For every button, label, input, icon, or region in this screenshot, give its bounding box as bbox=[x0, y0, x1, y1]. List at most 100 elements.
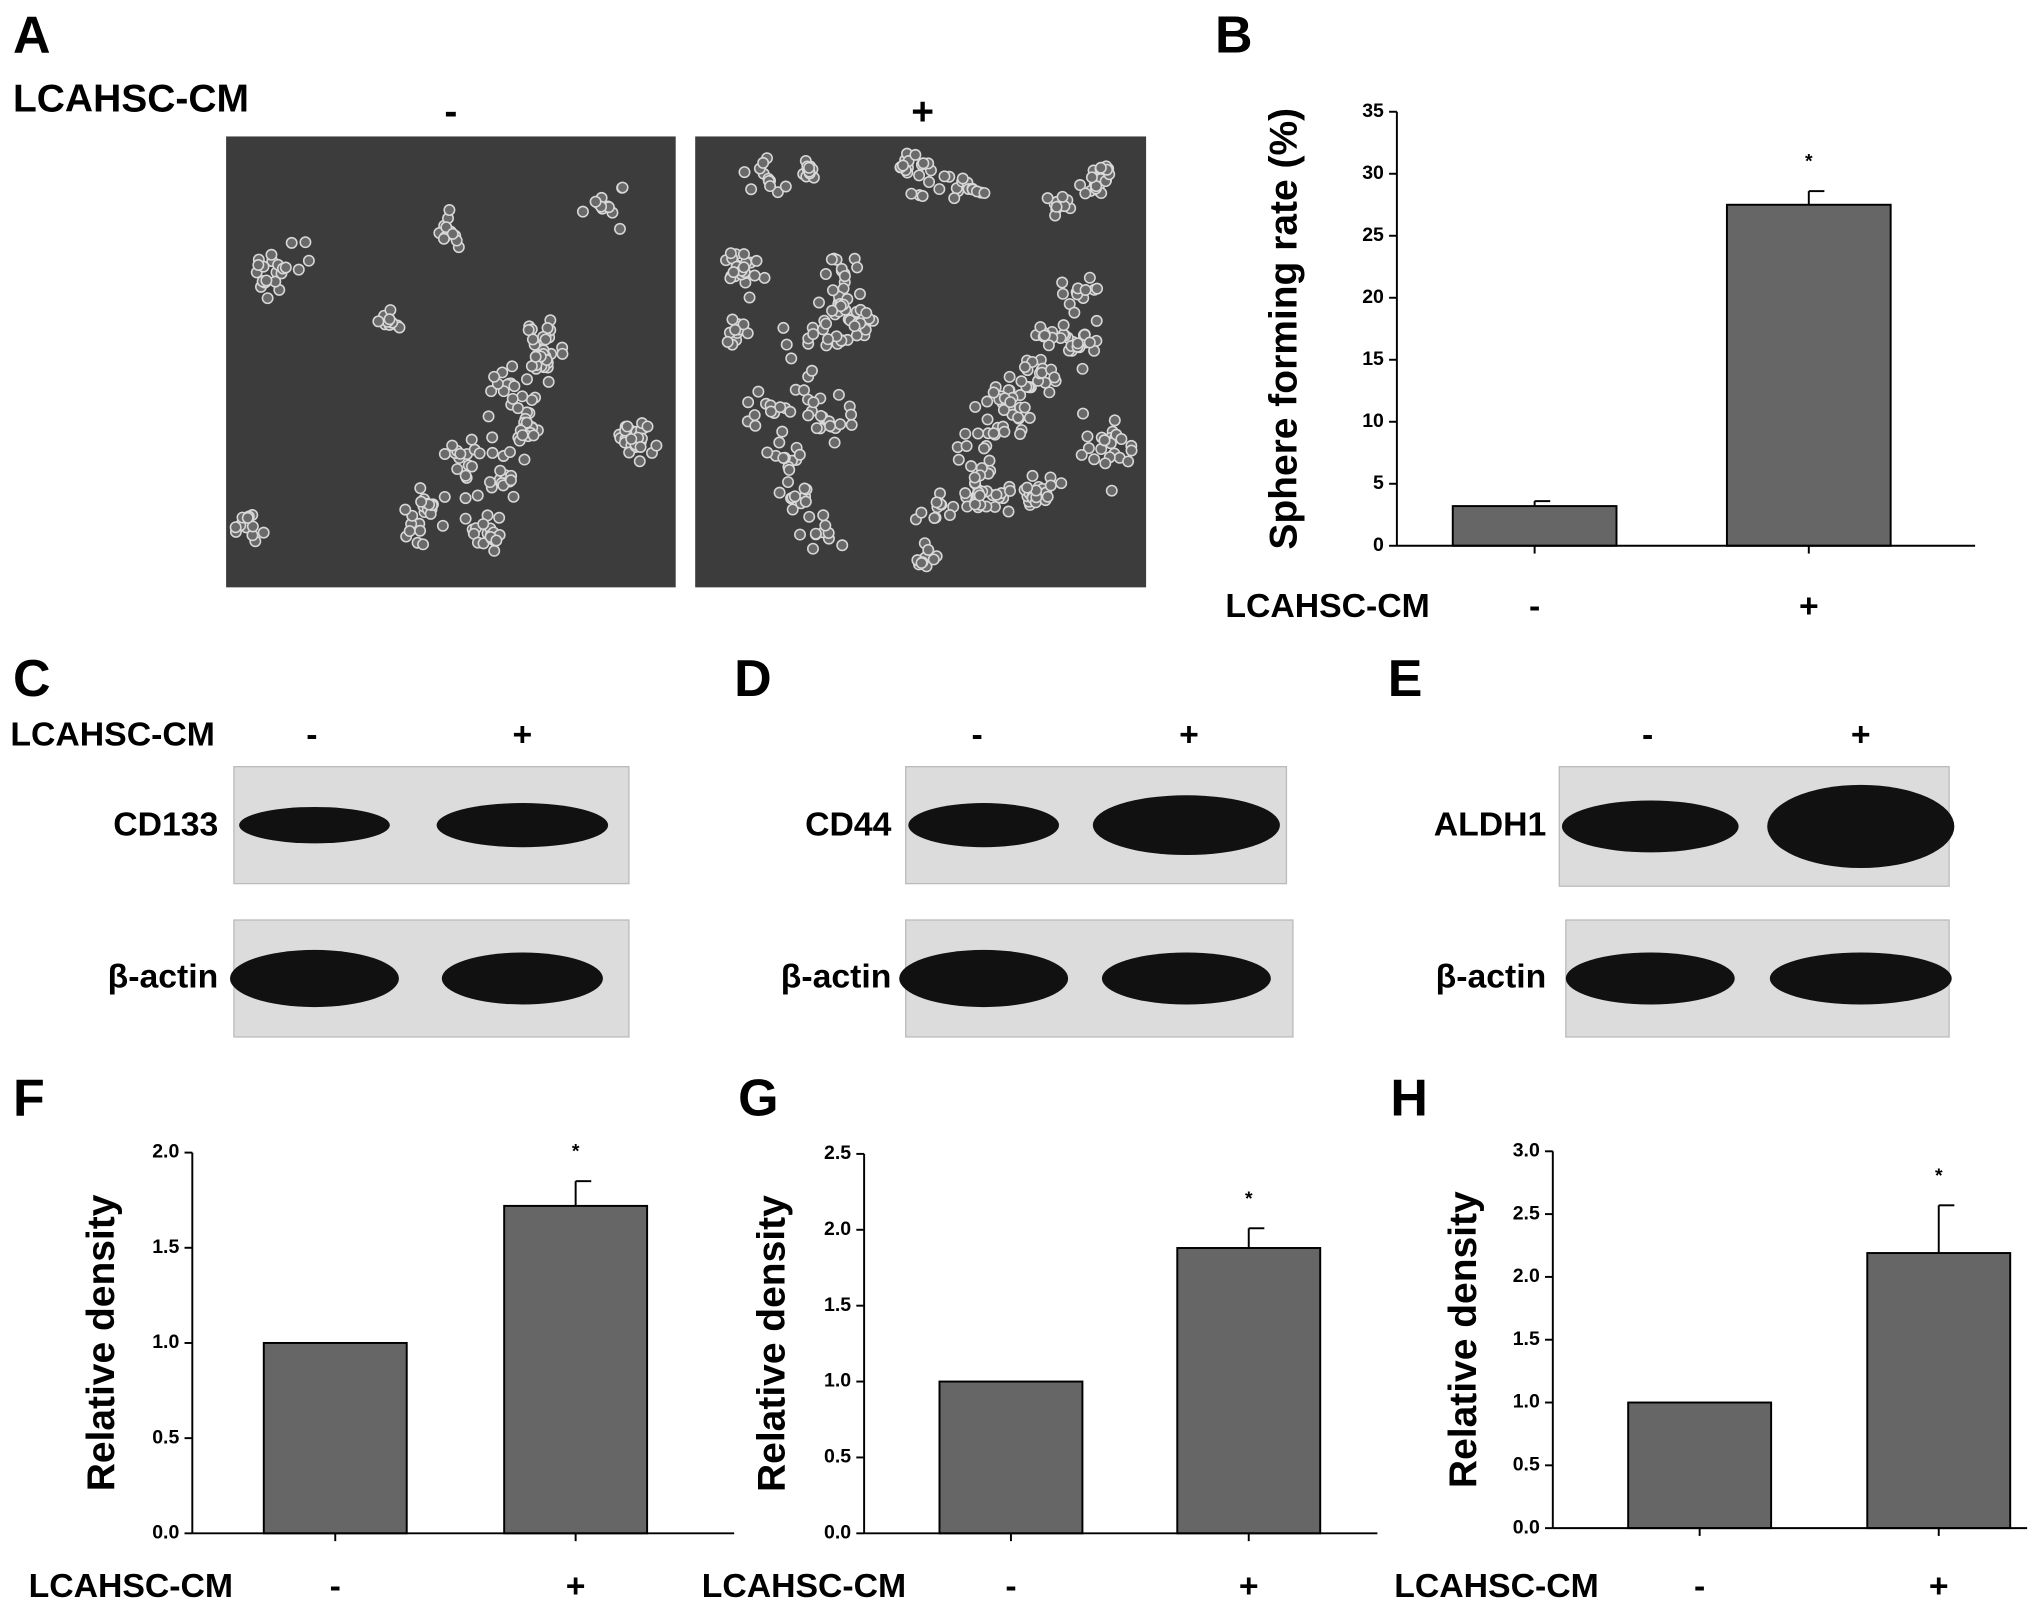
panel-letter: C bbox=[13, 650, 51, 708]
cell bbox=[486, 446, 499, 459]
y-axis-label: Relative density bbox=[751, 1195, 794, 1492]
cell bbox=[252, 259, 265, 271]
cell bbox=[948, 192, 961, 205]
cell bbox=[414, 524, 427, 537]
panel-letter: F bbox=[13, 1070, 45, 1128]
cell bbox=[526, 333, 539, 346]
y-tick-label: 35 bbox=[1362, 100, 1384, 122]
cell bbox=[851, 261, 864, 274]
cell bbox=[956, 172, 969, 185]
cell bbox=[1055, 477, 1068, 490]
cell bbox=[482, 410, 495, 423]
cell bbox=[799, 495, 812, 508]
y-tick-label: 0 bbox=[1373, 534, 1384, 556]
cell bbox=[750, 254, 763, 267]
x-tick-label: - bbox=[330, 1567, 341, 1605]
x-axis-label: LCAHSC-CM bbox=[1394, 1567, 1598, 1605]
condition-label: + bbox=[513, 716, 533, 754]
cell bbox=[1023, 411, 1036, 424]
cell bbox=[909, 148, 922, 161]
cell bbox=[959, 427, 972, 440]
y-tick-label: 1.5 bbox=[1513, 1328, 1540, 1350]
bar bbox=[1451, 505, 1618, 547]
cell bbox=[1018, 361, 1031, 374]
cell bbox=[417, 538, 430, 551]
cell bbox=[981, 395, 994, 408]
cell bbox=[803, 510, 816, 523]
cell bbox=[246, 520, 259, 533]
cell bbox=[972, 427, 985, 440]
cell bbox=[771, 186, 784, 199]
cell bbox=[1026, 469, 1039, 482]
cell bbox=[613, 222, 626, 235]
band bbox=[1561, 800, 1739, 853]
significance-label: * bbox=[1935, 1165, 1943, 1187]
cell bbox=[1003, 370, 1016, 383]
cell bbox=[776, 425, 789, 438]
cell bbox=[822, 333, 834, 346]
cell bbox=[616, 181, 629, 194]
cell bbox=[621, 420, 634, 433]
cell bbox=[1041, 192, 1054, 205]
bar bbox=[938, 1380, 1084, 1535]
treatment-label: LCAHSC-CM bbox=[10, 716, 214, 754]
y-tick-label: 1.5 bbox=[824, 1294, 851, 1316]
cell bbox=[807, 396, 820, 409]
cell bbox=[798, 482, 811, 495]
cell bbox=[803, 161, 815, 174]
y-tick-label: 10 bbox=[1362, 410, 1384, 432]
cell bbox=[915, 557, 928, 569]
panel-letter: A bbox=[13, 7, 51, 65]
cell bbox=[923, 176, 936, 189]
cell bbox=[896, 159, 909, 172]
cell bbox=[484, 476, 496, 489]
cell bbox=[813, 296, 825, 309]
cell bbox=[832, 388, 845, 401]
cell bbox=[817, 509, 830, 522]
y-tick-label: 2.5 bbox=[1513, 1202, 1540, 1224]
cell bbox=[436, 519, 449, 532]
cell bbox=[782, 476, 795, 489]
x-tick-label: - bbox=[1529, 587, 1540, 625]
cell bbox=[752, 385, 765, 398]
treatment-label: LCAHSC-CM bbox=[13, 78, 249, 121]
cell bbox=[987, 427, 1000, 440]
x-tick-label: - bbox=[1005, 1567, 1016, 1605]
cell bbox=[650, 439, 663, 452]
condition-label: - bbox=[444, 91, 457, 134]
cell bbox=[446, 439, 459, 452]
cell bbox=[834, 418, 847, 431]
x-tick-label: + bbox=[566, 1567, 586, 1605]
y-tick-label: 1.0 bbox=[1513, 1391, 1540, 1413]
y-tick-label: 3.0 bbox=[1513, 1139, 1540, 1161]
y-tick-label: 20 bbox=[1362, 286, 1384, 308]
cell bbox=[729, 323, 742, 336]
cell bbox=[1091, 282, 1104, 295]
cell bbox=[1088, 453, 1101, 466]
cell bbox=[969, 400, 982, 413]
cell bbox=[279, 261, 292, 274]
cell bbox=[927, 553, 940, 566]
cell bbox=[742, 396, 755, 409]
cell bbox=[764, 405, 777, 418]
condition-label: + bbox=[911, 91, 934, 134]
cell bbox=[743, 291, 756, 304]
cell bbox=[520, 416, 533, 429]
cell bbox=[494, 464, 507, 477]
cell bbox=[905, 187, 918, 200]
cell bbox=[780, 338, 793, 351]
cell bbox=[764, 180, 777, 193]
cell bbox=[745, 183, 758, 196]
band bbox=[1092, 795, 1280, 856]
cell bbox=[265, 248, 278, 261]
band bbox=[899, 949, 1069, 1008]
cell bbox=[473, 447, 486, 460]
cell bbox=[809, 527, 822, 540]
cell bbox=[1077, 407, 1089, 420]
cell bbox=[1075, 448, 1088, 461]
significance-label: * bbox=[572, 1141, 580, 1163]
significance-label: * bbox=[1245, 1188, 1253, 1210]
band bbox=[239, 806, 390, 844]
y-tick-label: 1.0 bbox=[824, 1370, 851, 1392]
